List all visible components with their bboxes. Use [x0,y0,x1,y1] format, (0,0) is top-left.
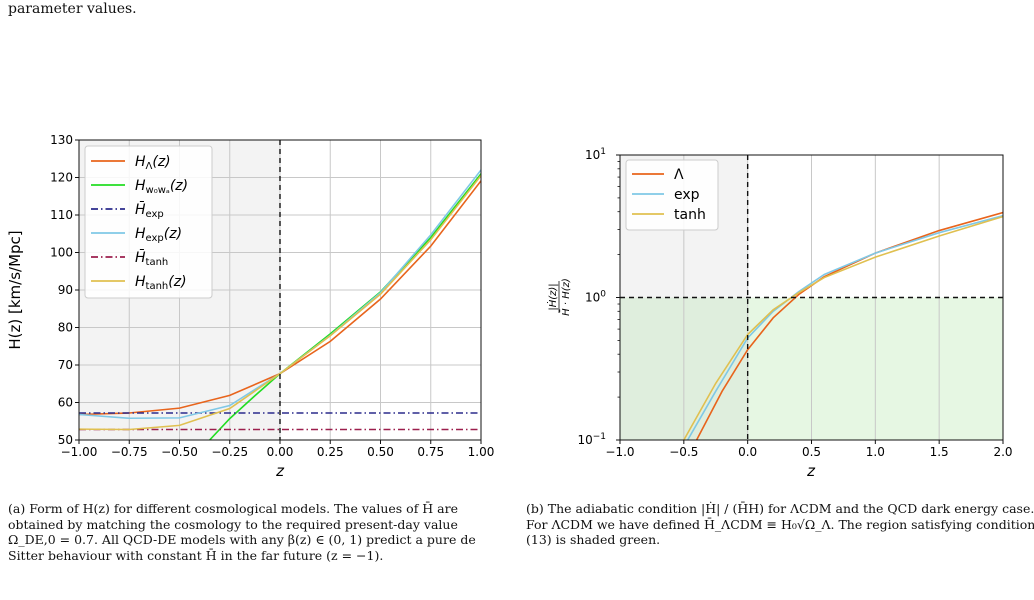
x-tick-label: 0.0 [738,445,757,459]
legend-label: Hexp(z) [135,226,182,244]
y-tick-label: 100 [585,290,606,305]
legend-label: HΛ(z) [135,154,171,172]
y-axis-label-a: H(z) [km/s/Mpc] [6,230,24,349]
svg-text:H̄ · H(z): H̄ · H(z) [559,278,572,316]
caption-b-label: (b) [526,501,544,516]
preceding-text: parameter values. [8,0,1018,18]
y-tick-label: 100 [50,246,73,260]
x-tick-label: −0.25 [211,445,248,459]
x-tick-label: 1.5 [930,445,949,459]
y-tick-label: 50 [58,433,73,447]
y-tick-label: 70 [58,358,73,372]
legend-label: exp [674,187,700,203]
figure-b-caption: (b) The adiabatic condition |Ḣ| / (H̄H) … [526,501,1034,548]
legend-label: tanh [674,207,706,223]
svg-text:|Ḣ(z)|: |Ḣ(z)| [546,283,559,310]
preceding-text-line: parameter values. [8,1,137,17]
y-tick-label: 110 [50,208,73,222]
x-axis-label-a: z [275,462,285,480]
x-tick-label: −1.00 [61,445,98,459]
y-tick-label: 80 [58,321,73,335]
series-line [695,211,1003,440]
x-tick-label: −0.50 [161,445,198,459]
y-tick-label: 101 [585,147,606,162]
figure-a-caption: (a) Form of H(z) for different cosmologi… [8,501,508,563]
figure-a-chart: −1.00 −0.75 −0.50 −0.25 0.00 0.25 0.50 0.75 1.00… [6,133,495,480]
x-tick-label: −0.75 [111,445,148,459]
y-tick-label: 10−1 [577,432,606,447]
y-tick-label: 90 [58,283,73,297]
y-tick-label: 60 [58,396,73,410]
caption-a-text: Form of H(z) for different cosmological … [8,501,476,563]
y-tick-label: 120 [50,171,73,185]
caption-a-label: (a) [8,501,26,516]
series-line [686,214,1003,440]
x-tick-label: 0.25 [317,445,344,459]
series-line [79,175,481,431]
legend-box [625,159,719,231]
legend-label: Htanh(z) [135,274,187,292]
x-tick-label: 0.00 [267,445,294,459]
x-tick-label: 0.50 [367,445,394,459]
x-tick-label: 1.0 [866,445,885,459]
x-tick-label: −0.5 [669,445,698,459]
x-tick-label: 0.5 [802,445,821,459]
x-tick-label: 1.00 [468,445,495,459]
y-axis-label-b: |Ḣ(z)| H̄ · H(z) [546,278,572,316]
legend-label: Λ [674,167,684,183]
caption-b-text: The adiabatic condition |Ḣ| / (H̄H) for … [526,501,1034,547]
x-tick-label: −1.0 [605,445,634,459]
y-tick-label: 130 [50,133,73,147]
series-line [683,215,1003,440]
legend-label: H̄exp [135,200,164,220]
x-tick-label: 0.75 [417,445,444,459]
x-axis-label-b: z [806,462,816,480]
legend-box [84,145,213,299]
legend-label: H̄tanh [135,248,168,268]
legend-label: Hw₀wₐ(z) [135,178,188,196]
x-tick-label: 2.0 [993,445,1012,459]
